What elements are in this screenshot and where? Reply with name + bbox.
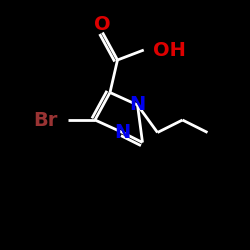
Text: O: O (94, 16, 111, 34)
Text: N: N (130, 96, 146, 114)
Text: N: N (114, 123, 130, 142)
Text: Br: Br (33, 110, 58, 130)
Text: OH: OH (152, 40, 186, 60)
